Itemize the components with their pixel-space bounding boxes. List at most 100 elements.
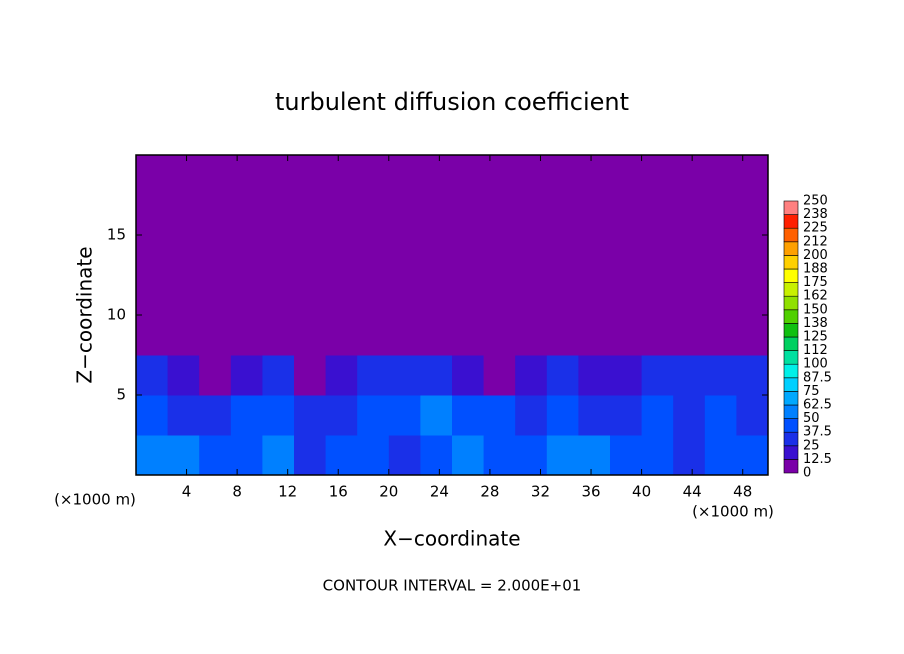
heatmap-cell xyxy=(452,355,485,396)
heatmap-cell xyxy=(546,395,579,436)
colorbar-band xyxy=(783,404,799,419)
heatmap-cell xyxy=(641,235,674,276)
heatmap-cell xyxy=(230,235,263,276)
heatmap-cell xyxy=(736,235,769,276)
colorbar-label: 225 xyxy=(803,221,828,236)
x-tick-label: 16 xyxy=(329,483,348,501)
colorbar-label: 125 xyxy=(803,330,828,345)
heatmap-cell xyxy=(357,395,390,436)
heatmap-cell xyxy=(325,235,358,276)
heatmap-cell xyxy=(294,435,327,476)
colorbar-band xyxy=(783,363,799,379)
heatmap-cell xyxy=(578,395,611,436)
colorbar-band xyxy=(783,255,799,270)
heatmap-cell xyxy=(578,435,611,476)
colorbar-label: 250 xyxy=(803,194,828,209)
heatmap-cell xyxy=(388,435,421,476)
heatmap-cell xyxy=(546,275,579,316)
heatmap-cell xyxy=(420,155,453,196)
colorbar-band xyxy=(783,418,799,433)
x-tick-label: 36 xyxy=(581,483,600,501)
heatmap-cell xyxy=(736,315,769,356)
colorbar-band xyxy=(783,282,799,297)
heatmap-cell xyxy=(388,395,421,436)
heatmap-cell xyxy=(578,275,611,316)
heatmap-cell xyxy=(515,395,548,436)
colorbar-band xyxy=(783,336,799,351)
heatmap-cell xyxy=(325,155,358,196)
heatmap-cell xyxy=(515,155,548,196)
heatmap-cell xyxy=(388,355,421,396)
x-axis-label: X−coordinate xyxy=(383,527,520,551)
heatmap-cell xyxy=(167,355,200,396)
heatmap-cell xyxy=(673,235,706,276)
colorbar-band xyxy=(783,227,799,243)
heatmap-cell xyxy=(199,155,232,196)
heatmap-cell xyxy=(136,435,169,476)
colorbar-label: 0 xyxy=(803,466,811,481)
heatmap-cell xyxy=(641,195,674,236)
colorbar-label: 100 xyxy=(803,357,828,372)
colorbar-label: 200 xyxy=(803,248,828,263)
heatmap-cell xyxy=(641,155,674,196)
heatmap-cell xyxy=(167,435,200,476)
x-tick-label: 32 xyxy=(531,483,550,501)
heatmap-cell xyxy=(483,155,516,196)
heatmap-cell xyxy=(199,235,232,276)
heatmap-cell xyxy=(167,195,200,236)
x-tick-label: 4 xyxy=(182,483,192,501)
heatmap-cell xyxy=(704,155,737,196)
colorbar-label: 175 xyxy=(803,275,828,290)
heatmap-cell xyxy=(230,395,263,436)
heatmap-cell xyxy=(610,155,643,196)
heatmap-cell xyxy=(167,155,200,196)
heatmap-cell xyxy=(325,195,358,236)
colorbar-band xyxy=(783,391,799,406)
heatmap-cell xyxy=(483,435,516,476)
heatmap-cell xyxy=(641,315,674,356)
heatmap-cell xyxy=(704,315,737,356)
heatmap-cell xyxy=(610,435,643,476)
colorbar-label: 25 xyxy=(803,438,820,453)
heatmap-cell xyxy=(294,235,327,276)
heatmap-cell xyxy=(452,315,485,356)
heatmap-cell xyxy=(673,435,706,476)
heatmap-cell xyxy=(515,315,548,356)
colorbar-label: 37.5 xyxy=(803,425,832,440)
heatmap-cell xyxy=(325,315,358,356)
colorbar-label: 138 xyxy=(803,316,828,331)
heatmap-cell xyxy=(736,155,769,196)
heatmap-cell xyxy=(610,395,643,436)
heatmap-cell xyxy=(262,155,295,196)
x-tick-label: 12 xyxy=(278,483,297,501)
colorbar-label: 150 xyxy=(803,302,828,317)
heatmap-cell xyxy=(325,395,358,436)
heatmap-cell xyxy=(673,195,706,236)
colorbar-band xyxy=(783,241,799,256)
heatmap-cell xyxy=(167,315,200,356)
heatmap-cell xyxy=(167,275,200,316)
heatmap-cell xyxy=(610,315,643,356)
x-tick-label: 24 xyxy=(430,483,449,501)
heatmap-cell xyxy=(641,355,674,396)
colorbar-label: 50 xyxy=(803,411,820,426)
heatmap-cell xyxy=(136,315,169,356)
heatmap-cell xyxy=(420,355,453,396)
colorbar-label: 87.5 xyxy=(803,370,832,385)
x-tick-label: 8 xyxy=(232,483,242,501)
x-tick-label: 20 xyxy=(379,483,398,501)
heatmap-cell xyxy=(515,275,548,316)
heatmap-cell xyxy=(167,235,200,276)
heatmap-cell xyxy=(199,275,232,316)
heatmap-cell xyxy=(357,355,390,396)
heatmap-cell xyxy=(704,435,737,476)
heatmap-cell xyxy=(452,155,485,196)
heatmap-cell xyxy=(483,195,516,236)
heatmap-cell xyxy=(515,195,548,236)
heatmap-cell xyxy=(610,235,643,276)
heatmap-cell xyxy=(610,355,643,396)
heatmap-cell xyxy=(262,395,295,436)
heatmap-cell xyxy=(136,355,169,396)
heatmap-cell xyxy=(736,435,769,476)
